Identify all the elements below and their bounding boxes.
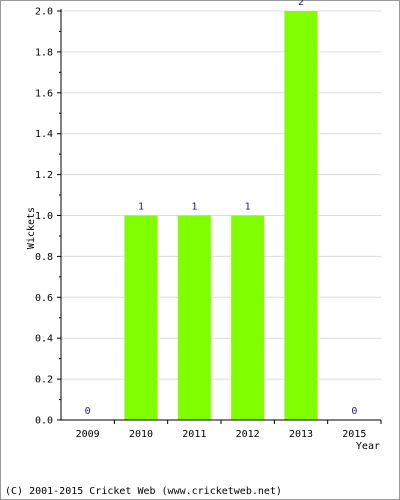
x-tick-label: 2011 bbox=[182, 429, 206, 440]
x-tick-label: 2010 bbox=[129, 429, 153, 440]
y-tick-label: 0.2 bbox=[35, 375, 53, 386]
y-tick-label: 1.8 bbox=[35, 47, 53, 58]
y-tick-label: 1.0 bbox=[35, 211, 53, 222]
bar-2012 bbox=[231, 215, 265, 420]
grid-lines bbox=[61, 10, 381, 380]
y-tick-label: 1.2 bbox=[35, 170, 53, 181]
data-label-2013: 2 bbox=[298, 0, 304, 8]
y-tick-label: 0.6 bbox=[35, 293, 53, 304]
x-tick-label: 2013 bbox=[289, 429, 313, 440]
x-tick-label: 2015 bbox=[342, 429, 366, 440]
copyright-text: (C) 2001-2015 Cricket Web (www.cricketwe… bbox=[5, 486, 282, 497]
x-tick-label: 2012 bbox=[236, 429, 260, 440]
y-tick-label: 0.4 bbox=[35, 334, 53, 345]
x-axis-label: Year bbox=[356, 441, 380, 452]
axes bbox=[57, 9, 382, 424]
y-tick-label: 1.4 bbox=[35, 129, 53, 140]
bar-2010 bbox=[124, 215, 158, 420]
data-label-2015: 0 bbox=[351, 406, 357, 417]
data-label-2010: 1 bbox=[138, 202, 144, 213]
x-tick-label: 2009 bbox=[76, 429, 100, 440]
bars bbox=[124, 11, 318, 420]
y-tick-label: 2.0 bbox=[35, 7, 53, 18]
y-tick-label: 0.8 bbox=[35, 252, 53, 263]
y-axis-label: Wickets bbox=[26, 207, 37, 249]
labels: 0.0 0.2 0.4 0.6 0.8 1.0 1.2 1.4 1.6 1.8 2.0 0 2009 1 2… bbox=[35, 0, 366, 440]
bar-2013 bbox=[284, 11, 318, 420]
y-tick-label: 0.0 bbox=[35, 416, 53, 427]
bar-2011 bbox=[177, 215, 211, 420]
data-label-2009: 0 bbox=[85, 406, 91, 417]
data-label-2012: 1 bbox=[245, 202, 251, 213]
data-label-2011: 1 bbox=[191, 202, 197, 213]
y-tick-label: 1.6 bbox=[35, 88, 53, 99]
